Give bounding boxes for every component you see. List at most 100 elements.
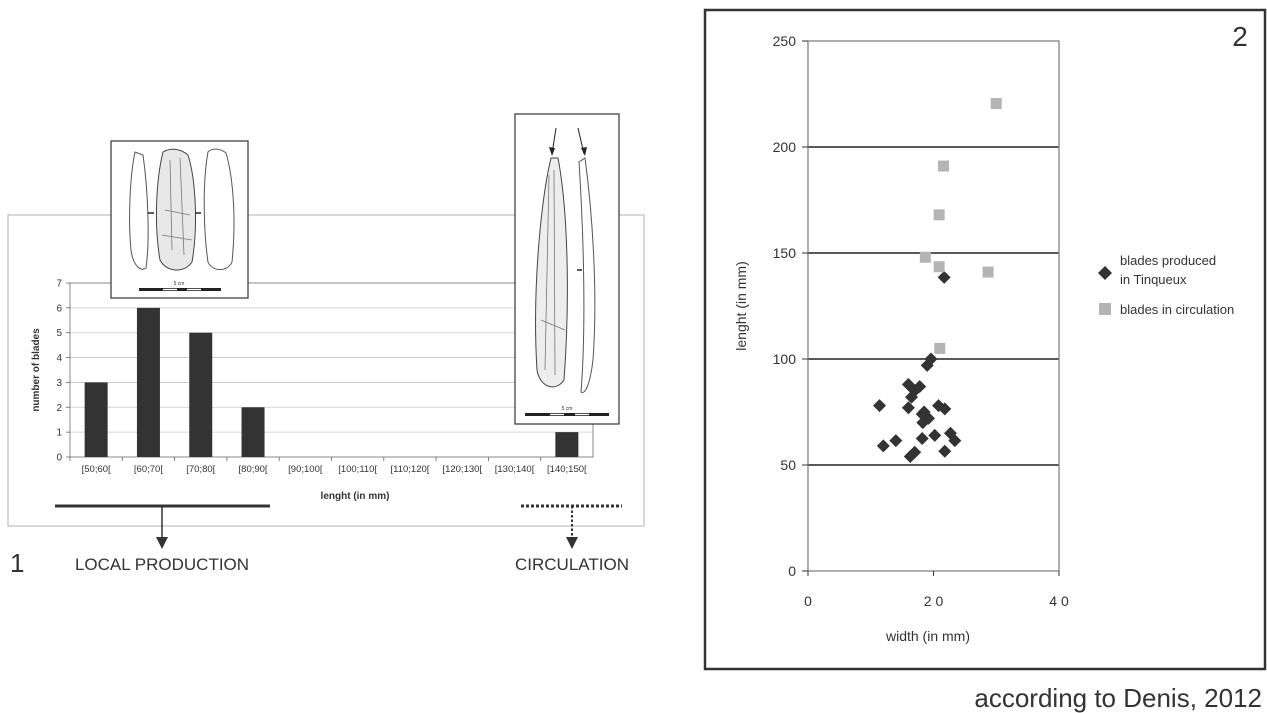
scatter-points [873,98,1002,464]
inset-right-arrowhead-2 [581,147,587,156]
inset-right-scale-tick [575,413,589,416]
histogram-bars [84,307,579,457]
scatter-panel: 2 0 50 100 150 200 250 0 2 0 4 0 lenght (in mm)… [703,8,1267,671]
scatter-point-diamond [901,401,915,415]
histogram-panel: 0 1 2 3 4 5 6 7 [50;60[ [60;70[ [70;80[ [80;90[ [90… [7,113,645,578]
legend-diamond-marker [1098,266,1112,280]
scatter-x-tick-label: 2 0 [924,593,944,609]
histogram-x-tick-label: [100;110[ [338,464,377,475]
histogram-x-tick-label: [130;140[ [495,464,535,475]
histogram-y-tick-label: 1 [56,428,62,439]
scatter-point-diamond [889,434,903,448]
blade-drawing-left-face [155,148,196,271]
scatter-point-diamond [913,380,927,394]
inset-right-scale-tick [550,413,564,416]
histogram-y-tick-label: 4 [56,353,62,364]
inset-left-scale-bar [139,288,221,291]
blade-drawing-right-profile [578,157,596,394]
scatter-point-diamond [928,428,942,442]
blade-drawing-left-side [129,151,149,270]
scatter-point-diamond [938,402,952,416]
blade-drawing-circulation-inset: 5 cm [514,113,620,425]
histogram-bar [241,407,265,457]
inset-left-scale-label: 5 cm [174,281,185,287]
scatter-point-diamond [938,444,952,458]
histogram-bar [136,307,160,457]
scatter-point-square [938,160,950,172]
histogram-y-axis-title: number of blades [31,328,42,412]
inset-left-scale-tick [187,288,201,291]
histogram-x-axis-title: lenght (in mm) [321,491,390,502]
histogram-y-tick-label: 6 [56,303,62,314]
blade-drawing-local-inset: 5 cm [110,140,249,299]
scatter-x-axis-title: width (in mm) [885,628,970,644]
scatter-y-ticks: 0 50 100 150 200 250 [773,33,808,579]
scatter-point-square [982,266,994,278]
histogram-bar [189,332,213,457]
legend-series-2-label: blades in circulation [1120,302,1234,317]
scatter-plot-frame [807,40,1060,572]
histogram-x-tick-label: [70;80[ [186,464,215,475]
scatter-point-diamond [924,352,938,366]
scatter-point-square [990,98,1002,110]
histogram-x-ticks: [50;60[ [60;70[ [70;80[ [80;90[ [90;100[ [100… [69,457,587,475]
scatter-point-diamond [915,432,929,445]
scatter-x-tick-label: 4 0 [1049,593,1069,609]
legend-series-1-line-1: blades produced [1120,253,1216,268]
scatter-y-tick-label: 200 [773,139,797,155]
local-production-arrowhead [156,537,168,549]
scatter-point-diamond [873,399,887,413]
local-production-label: LOCAL PRODUCTION [75,555,249,574]
scatter-y-tick-label: 250 [773,33,797,49]
histogram-x-tick-label: [90;100[ [288,464,323,475]
histogram-x-tick-label: [120;130[ [442,464,482,475]
histogram-bar [84,382,108,457]
histogram-y-tick-label: 0 [56,453,62,464]
scatter-point-diamond [948,434,962,448]
blade-drawing-right-ridges [540,169,566,376]
legend-series-1-line-2: in Tinqueux [1120,272,1187,287]
blade-drawing-left-back [203,148,235,270]
source-caption: according to Denis, 2012 [974,683,1262,713]
scatter-x-tick-label: 0 [804,593,812,609]
inset-right-scale-label: 5 cm [562,406,573,412]
legend-square-marker [1099,303,1111,315]
histogram-y-tick-label: 5 [56,328,62,339]
panel-number-2: 2 [1232,21,1248,52]
scatter-point-diamond [937,270,951,284]
scatter-point-square [919,251,931,263]
scatter-y-axis-title: lenght (in mm) [733,261,749,350]
scatter-y-tick-label: 150 [773,245,797,261]
panel-number-1: 1 [10,548,24,578]
histogram-y-ticks: 0 1 2 3 4 5 6 7 [56,279,70,464]
scatter-point-square [933,261,945,273]
inset-left-scale-tick [163,288,177,291]
blade-drawing-left-ridges [161,157,193,256]
histogram-x-tick-label: [110;120[ [390,464,429,475]
circulation-label: CIRCULATION [515,555,629,574]
histogram-x-tick-label: [50;60[ [82,464,111,475]
histogram-y-tick-label: 7 [56,279,62,290]
panel2-frame [703,8,1267,671]
scatter-point-square [934,342,946,354]
scatter-y-tick-label: 0 [788,563,796,579]
inset-right-arrowhead-1 [549,147,555,156]
inset-right-scale-bar [525,413,609,416]
scatter-point-square [933,209,945,221]
blade-drawing-right-face [535,157,568,388]
legend-series-1-label: blades produced in Tinqueux [1120,253,1220,287]
scatter-point-diamond [876,439,890,453]
scatter-y-tick-label: 100 [773,351,797,367]
histogram-x-tick-label: [80;90[ [239,464,268,475]
histogram-y-tick-label: 2 [56,403,62,414]
histogram-x-tick-label: [60;70[ [134,464,163,475]
scatter-x-ticks: 0 2 0 4 0 [804,571,1069,609]
histogram-bar [555,432,579,457]
histogram-x-tick-label: [140;150[ [547,464,587,475]
circulation-arrowhead [566,537,578,549]
scatter-y-tick-label: 50 [780,457,796,473]
scatter-point-diamond [915,407,929,421]
scatter-point-diamond [908,445,922,459]
histogram-y-tick-label: 3 [56,378,62,389]
